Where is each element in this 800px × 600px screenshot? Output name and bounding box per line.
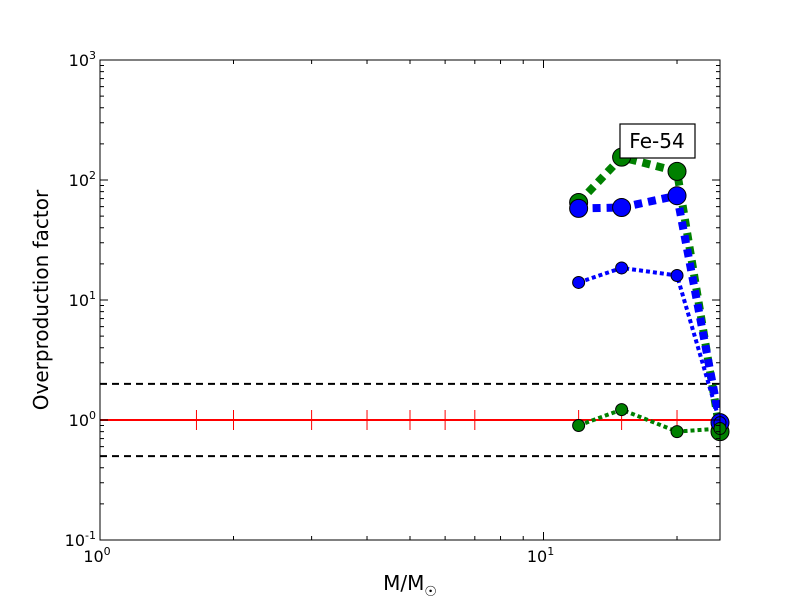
series-3-point [670,269,684,283]
series-2-point [667,186,687,206]
series-2-point [612,197,632,217]
y-tick-label: 101 [69,289,96,310]
series-1-line [575,153,720,433]
series-markers [99,147,730,442]
x-axis-title: M/M☉ [383,571,437,600]
annotation-label: Fe-54 [629,129,684,153]
series-3-point [572,275,586,289]
y-tick-label: 103 [69,49,96,70]
axis-ticks [99,59,720,541]
series-2-point [569,198,589,218]
annotation-box: Fe-54 [619,123,696,159]
series-4-point [670,425,684,439]
series-2-line [578,191,720,424]
series-3-point [615,261,629,275]
series-lines [100,153,720,434]
series-4-line [577,407,720,434]
y-tick-label: 100 [69,409,96,430]
series-1-point [667,161,687,181]
series-4-point [615,403,629,417]
plot-background [100,60,720,540]
series-3-line [577,265,720,424]
plot-frame [99,59,721,541]
y-tick-label: 10-1 [65,529,96,550]
x-tick-label: 101 [527,545,554,566]
x-tick-label: 100 [83,545,110,566]
series-4-point [572,418,586,432]
y-tick-label: 102 [69,169,96,190]
y-axis-title: Overproduction factor [29,189,53,410]
